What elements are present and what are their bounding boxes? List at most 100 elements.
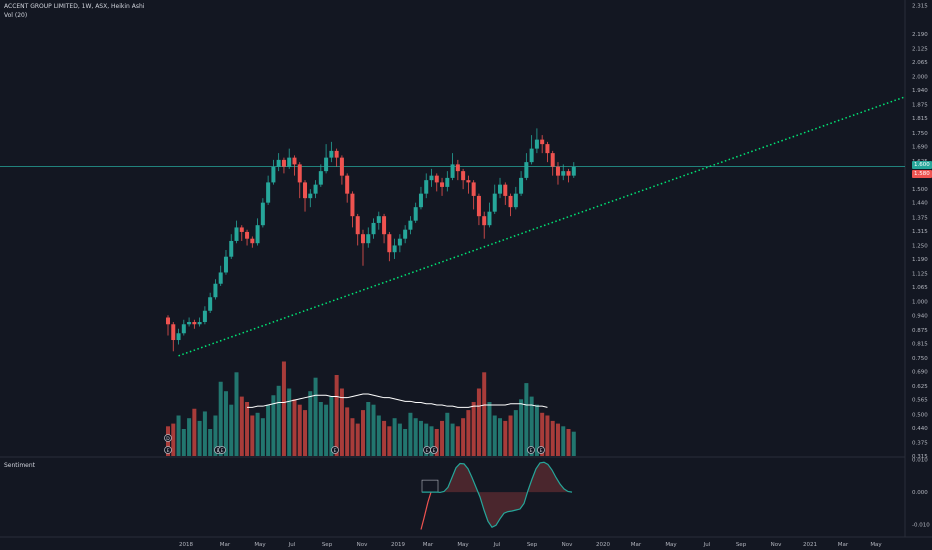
candle-body[interactable] [324,157,329,172]
candle-body[interactable] [418,193,423,208]
candle-body[interactable] [192,322,197,325]
candle-body[interactable] [308,193,313,199]
candle-body[interactable] [171,324,176,341]
candle-body[interactable] [281,159,286,167]
candle-body[interactable] [476,195,481,217]
candle-body[interactable] [487,211,492,226]
earnings-marker[interactable] [537,446,545,454]
candle-body[interactable] [360,234,365,244]
candle-body[interactable] [339,157,344,176]
earnings-marker[interactable] [164,446,172,454]
candle-body[interactable] [223,256,228,273]
candle-body[interactable] [371,222,376,235]
candle-body[interactable] [187,322,192,325]
candle-body[interactable] [276,159,281,167]
candle-body[interactable] [208,297,213,311]
candle-body[interactable] [455,164,460,172]
candle-body[interactable] [529,148,534,163]
candle-body[interactable] [534,139,539,149]
candle-body[interactable] [250,238,255,244]
time-tick-label: May [870,542,882,548]
candle-body[interactable] [461,171,466,181]
candle-body[interactable] [424,180,429,194]
symbol-title[interactable]: ACCENT GROUP LIMITED, 1W, ASX, Heikin As… [4,3,145,10]
price-tick-label: 2.125 [912,46,928,52]
candle-body[interactable] [403,229,408,239]
candle-body[interactable] [292,157,297,165]
candle-body[interactable] [287,157,292,167]
volume-bar [281,361,286,456]
candle-body[interactable] [471,182,476,196]
candle-body[interactable] [382,216,387,235]
candle-body[interactable] [181,324,186,334]
candle-body[interactable] [318,171,323,185]
candle-body[interactable] [387,234,392,253]
candle-body[interactable] [218,272,223,284]
candle-body[interactable] [255,225,260,244]
candle-body[interactable] [429,175,434,181]
sentiment-indicator-label[interactable]: Sentiment [4,462,36,469]
candle-body[interactable] [260,202,265,226]
candles-layer[interactable] [166,128,576,352]
event-marker-label: E [334,448,337,454]
candle-body[interactable] [408,220,413,230]
candle-body[interactable] [413,207,418,221]
trendline-layer[interactable] [178,96,906,357]
candle-body[interactable] [213,283,218,298]
volume-bar [366,402,371,456]
sentiment-layer [420,461,573,530]
ascending-trendline[interactable] [178,96,906,357]
candle-body[interactable] [266,182,271,203]
candle-body[interactable] [466,180,471,183]
volume-indicator-label[interactable]: Vol (20) [4,12,28,19]
candle-body[interactable] [540,139,545,145]
candle-body[interactable] [434,175,439,183]
candle-body[interactable] [202,310,207,323]
candle-body[interactable] [440,182,445,187]
volume-bar [408,412,413,456]
candle-body[interactable] [545,144,550,154]
candle-body[interactable] [239,227,244,232]
candle-body[interactable] [482,216,487,226]
event-markers-layer[interactable]: DE E E E E E E E [164,434,545,454]
candle-body[interactable] [271,166,276,183]
earnings-marker[interactable] [331,446,339,454]
candle-body[interactable] [566,171,571,176]
candle-body[interactable] [508,195,513,208]
candle-body[interactable] [245,231,250,239]
candle-body[interactable] [550,153,555,167]
candle-body[interactable] [445,177,450,187]
candle-body[interactable] [561,171,566,176]
candle-body[interactable] [313,184,318,194]
candle-body[interactable] [166,317,170,325]
candle-body[interactable] [329,150,334,158]
earnings-marker[interactable] [527,446,535,454]
dividend-marker[interactable] [164,434,172,442]
candle-body[interactable] [355,216,360,235]
earnings-marker[interactable] [218,446,226,454]
candle-body[interactable] [492,193,497,212]
candle-body[interactable] [503,184,508,196]
candle-body[interactable] [345,175,350,194]
candle-body[interactable] [513,193,518,208]
candle-body[interactable] [303,182,308,199]
candle-body[interactable] [498,184,503,194]
candle-body[interactable] [571,166,576,176]
earnings-marker[interactable] [430,446,438,454]
candle-body[interactable] [229,240,234,257]
candle-body[interactable] [392,245,397,253]
candle-body[interactable] [234,227,239,241]
candle-body[interactable] [366,234,371,244]
candle-body[interactable] [555,166,560,176]
candle-body[interactable] [176,333,181,341]
candle-body[interactable] [519,177,524,194]
candle-body[interactable] [350,193,355,217]
candle-body[interactable] [450,164,455,178]
candle-body[interactable] [197,322,202,325]
candle-body[interactable] [297,164,302,183]
candle-body[interactable] [376,216,381,223]
candle-body[interactable] [397,238,402,246]
candle-body[interactable] [524,162,529,178]
candle-body[interactable] [334,150,339,158]
